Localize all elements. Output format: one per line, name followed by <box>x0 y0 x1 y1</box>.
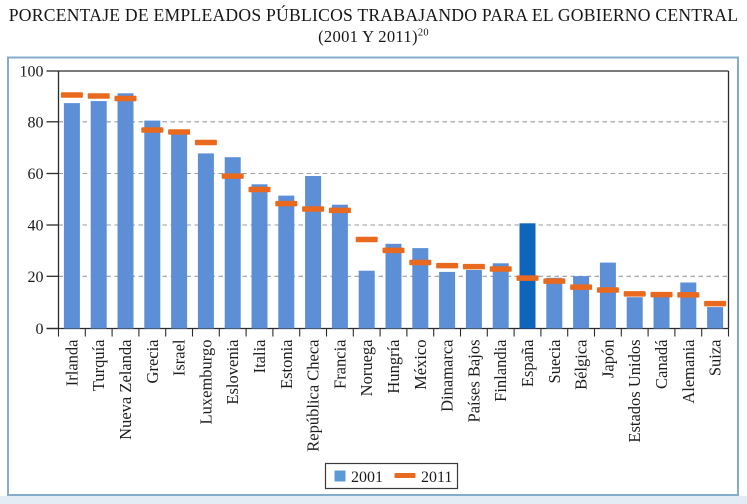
svg-text:100: 100 <box>20 64 44 81</box>
svg-text:Irlanda: Irlanda <box>62 339 81 386</box>
svg-text:Bélgica: Bélgica <box>572 339 591 390</box>
svg-text:0: 0 <box>36 321 44 338</box>
svg-text:Italia: Italia <box>250 339 269 374</box>
svg-text:Israel: Israel <box>170 339 189 376</box>
svg-text:20: 20 <box>28 269 44 286</box>
svg-text:Turquía: Turquía <box>89 339 108 391</box>
svg-text:Estados Unidos: Estados Unidos <box>625 340 644 443</box>
svg-text:Canadá: Canadá <box>652 339 671 389</box>
svg-text:Japón: Japón <box>598 340 617 379</box>
svg-text:Alemania: Alemania <box>679 339 698 404</box>
svg-text:México: México <box>411 340 430 390</box>
svg-text:Finlandia: Finlandia <box>491 339 510 402</box>
svg-text:Estonia: Estonia <box>277 339 296 389</box>
svg-text:60: 60 <box>28 166 44 183</box>
svg-text:2001: 2001 <box>351 469 383 486</box>
svg-text:Dinamarca: Dinamarca <box>438 339 457 412</box>
svg-text:Suecia: Suecia <box>545 339 564 384</box>
svg-text:Eslovenia: Eslovenia <box>223 339 242 405</box>
svg-text:Francia: Francia <box>330 339 349 389</box>
svg-text:Suiza: Suiza <box>706 339 725 376</box>
svg-text:Países Bajos: Países Bajos <box>464 340 483 423</box>
svg-text:Nueva Zelanda: Nueva Zelanda <box>116 339 135 440</box>
svg-text:Noruega: Noruega <box>357 339 376 396</box>
svg-text:40: 40 <box>28 218 44 235</box>
svg-text:80: 80 <box>28 114 44 131</box>
svg-text:España: España <box>518 339 537 387</box>
svg-text:Hungría: Hungría <box>384 339 403 394</box>
svg-text:Grecia: Grecia <box>143 339 162 384</box>
svg-text:Luxemburgo: Luxemburgo <box>196 340 215 425</box>
svg-text:República Checa: República Checa <box>304 339 323 452</box>
svg-text:2011: 2011 <box>421 469 452 486</box>
